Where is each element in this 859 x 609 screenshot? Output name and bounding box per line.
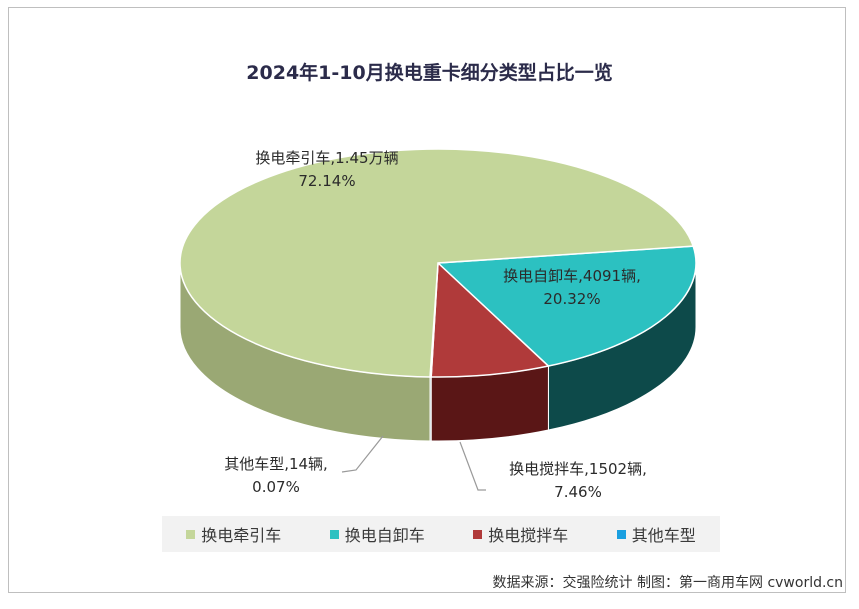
chart-legend: 换电牵引车 换电自卸车 换电搅拌车 其他车型 xyxy=(162,516,720,552)
legend-swatch xyxy=(186,529,196,539)
chart-title: 2024年1-10月换电重卡细分类型占比一览 xyxy=(246,62,613,84)
label-mixer: 换电搅拌车,1502辆, 7.46% xyxy=(478,458,678,504)
pie-slice-换电牵引车 xyxy=(179,148,695,378)
label-dumper: 换电自卸车,4091辆, 20.32% xyxy=(472,265,672,311)
legend-item-mixer: 换电搅拌车 xyxy=(473,522,568,546)
label-mixer-line2: 7.46% xyxy=(554,483,602,501)
pie-slice-换电自卸车 xyxy=(436,245,697,367)
legend-label: 换电自卸车 xyxy=(344,526,425,545)
data-source: 数据来源：交强险统计 制图：第一商用车网 cvworld.cn xyxy=(492,575,843,591)
label-other: 其他车型,14辆, 0.07% xyxy=(196,453,356,499)
label-tractor-line1: 换电牵引车,1.45万辆 xyxy=(255,149,399,167)
leader-line-other xyxy=(341,435,384,473)
label-tractor: 换电牵引车,1.45万辆 72.14% xyxy=(222,147,432,193)
legend-item-dumper: 换电自卸车 xyxy=(329,522,425,546)
leader-line-mixer xyxy=(459,441,486,491)
label-other-line2: 0.07% xyxy=(252,478,300,496)
pie-slice-换电搅拌车 xyxy=(430,261,550,378)
label-dumper-line1: 换电自卸车,4091辆, xyxy=(503,267,641,285)
label-mixer-line1: 换电搅拌车,1502辆, xyxy=(509,460,647,478)
legend-item-other: 其他车型 xyxy=(616,522,696,546)
legend-label: 其他车型 xyxy=(631,526,696,545)
label-dumper-line2: 20.32% xyxy=(543,290,601,308)
label-tractor-line2: 72.14% xyxy=(298,172,356,190)
legend-label: 换电搅拌车 xyxy=(488,526,569,545)
legend-swatch xyxy=(329,529,339,539)
legend-swatch xyxy=(473,529,483,539)
legend-item-tractor: 换电牵引车 xyxy=(186,522,281,546)
label-other-line1: 其他车型,14辆, xyxy=(224,455,328,473)
legend-swatch xyxy=(616,529,626,539)
legend-label: 换电牵引车 xyxy=(201,526,282,545)
